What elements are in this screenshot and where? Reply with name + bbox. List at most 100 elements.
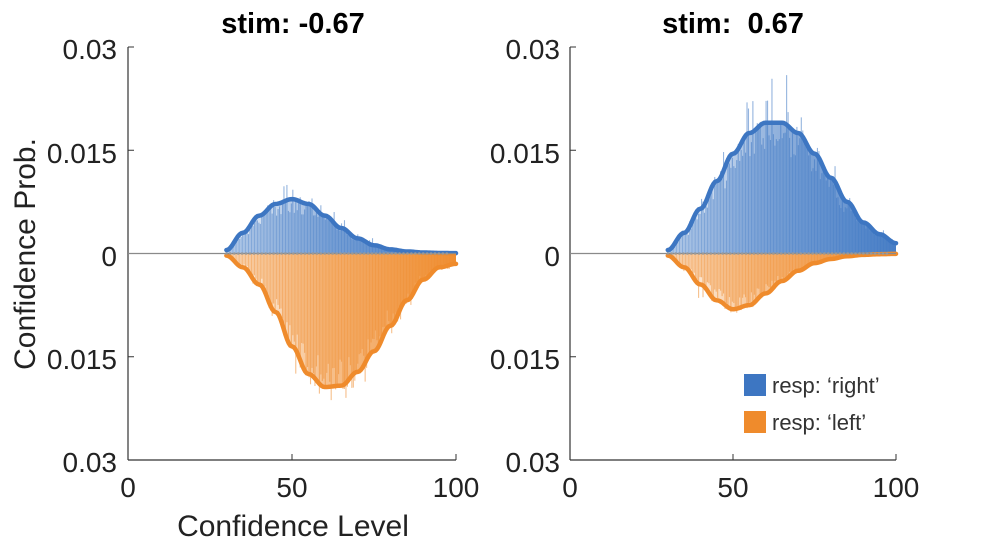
panel-left-xtick-100: 100	[433, 472, 480, 503]
baseline-marker	[292, 252, 295, 255]
baseline-marker	[343, 252, 346, 255]
panel-left-xtick-50: 50	[276, 472, 307, 503]
baseline-marker	[284, 252, 287, 255]
baseline-marker	[437, 252, 441, 255]
baseline-marker	[725, 252, 728, 255]
baseline-marker	[425, 252, 429, 255]
baseline-marker	[244, 252, 248, 255]
baseline-marker	[256, 252, 260, 255]
baseline-marker	[830, 252, 834, 255]
y-axis-label: Confidence Prob.	[9, 138, 42, 370]
baseline-marker	[319, 252, 323, 255]
histogram-up	[667, 75, 896, 254]
baseline-marker	[838, 252, 842, 255]
baseline-marker	[850, 252, 853, 255]
baseline-marker	[760, 252, 763, 255]
baseline-marker	[429, 252, 433, 255]
baseline-marker	[229, 252, 232, 255]
fit-curve-up	[224, 196, 459, 256]
legend: resp: ‘right’ resp: ‘left’	[744, 373, 880, 435]
baseline-marker	[445, 252, 449, 255]
baseline-marker	[410, 252, 413, 255]
plot-area-2	[569, 46, 899, 461]
baseline-marker	[881, 252, 885, 255]
fit-curve-up	[665, 120, 899, 253]
baseline-marker	[862, 252, 865, 255]
baseline-marker	[382, 252, 386, 255]
panel-left: stim: -0.67 0.03 0.015 0 0.015 0.03 0 50…	[9, 8, 479, 543]
baseline-marker	[232, 252, 236, 255]
baseline-marker	[280, 252, 283, 255]
baseline-marker	[834, 252, 838, 255]
panel-right-xtick-50: 50	[717, 472, 748, 503]
panel-left-ytick-upper: 0.015	[47, 138, 117, 169]
baseline-marker	[815, 252, 818, 255]
panel-right-xtick-0: 0	[562, 472, 578, 503]
baseline-marker	[752, 252, 756, 255]
baseline-marker	[351, 252, 354, 255]
baseline-marker	[772, 252, 775, 255]
panel-right-xtick-100: 100	[873, 472, 920, 503]
baseline-marker	[354, 252, 358, 255]
baseline-marker	[791, 252, 795, 255]
baseline-marker	[701, 252, 705, 255]
baseline-marker	[697, 252, 701, 255]
baseline-marker	[386, 252, 390, 255]
baseline-marker	[299, 252, 303, 255]
baseline-marker	[869, 252, 873, 255]
baseline-marker	[768, 252, 771, 255]
baseline-marker	[740, 252, 744, 255]
panel-right-ytick-zero: 0	[544, 241, 560, 272]
baseline-marker	[225, 252, 228, 255]
baseline-marker	[276, 252, 279, 255]
baseline-marker	[248, 252, 252, 255]
baseline-marker	[733, 252, 736, 255]
baseline-marker	[307, 252, 311, 255]
panel-left-xtick-0: 0	[120, 472, 136, 503]
baseline-marker	[729, 252, 732, 255]
baseline-marker	[331, 252, 334, 255]
baseline-marker	[394, 252, 397, 255]
baseline-marker	[362, 252, 366, 255]
baseline-marker	[311, 252, 315, 255]
baseline-marker	[783, 252, 787, 255]
panel-left-ytick-bottom: 0.03	[63, 447, 118, 478]
baseline-marker	[288, 252, 291, 255]
legend-swatch-right	[744, 374, 766, 396]
histogram-down	[225, 253, 456, 401]
panel-right-ytick-bottom: 0.03	[506, 447, 561, 478]
baseline-marker	[795, 252, 799, 255]
x-axis-label: Confidence Level	[177, 510, 409, 543]
baseline-marker	[378, 252, 382, 255]
baseline-marker	[402, 252, 405, 255]
histogram-down	[667, 253, 896, 313]
baseline-marker	[721, 252, 724, 255]
baseline-marker	[803, 252, 807, 255]
baseline-marker	[744, 252, 748, 255]
baseline-marker	[441, 252, 445, 255]
baseline-marker	[819, 252, 822, 255]
baseline-marker	[866, 252, 869, 255]
panel-right: stim: 0.67 0.03 0.015 0 0.015 0.03 0 50 …	[490, 8, 919, 503]
baseline-marker	[885, 252, 889, 255]
baseline-marker	[414, 252, 417, 255]
baseline-marker	[748, 252, 752, 255]
baseline-marker	[842, 252, 846, 255]
baseline-marker	[335, 252, 338, 255]
panel-right-ytick-top: 0.03	[506, 34, 561, 65]
zero-line-markers	[666, 252, 889, 255]
baseline-marker	[779, 252, 783, 255]
baseline-marker	[252, 252, 256, 255]
baseline-marker	[406, 252, 409, 255]
panel-left-title: stim: -0.67	[221, 8, 364, 40]
fit-curve-down	[665, 251, 899, 312]
baseline-marker	[854, 252, 857, 255]
baseline-marker	[315, 252, 319, 255]
baseline-marker	[433, 252, 437, 255]
baseline-marker	[374, 252, 378, 255]
legend-label-left: resp: ‘left’	[772, 410, 866, 435]
baseline-marker	[736, 252, 740, 255]
baseline-marker	[686, 252, 689, 255]
baseline-marker	[705, 252, 709, 255]
baseline-marker	[421, 252, 425, 255]
